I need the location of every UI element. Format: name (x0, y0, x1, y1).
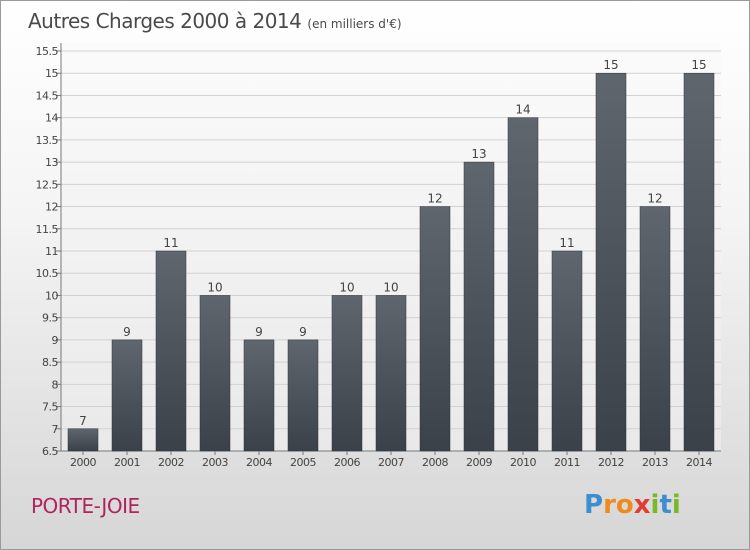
bar-value-label: 10 (339, 280, 354, 294)
logo-letter: i (650, 490, 660, 520)
bar (683, 72, 715, 452)
bar-value-label: 7 (79, 414, 87, 428)
chart-title: Autres Charges 2000 à 2014 (en milliers d… (28, 9, 402, 33)
bar-value-label: 12 (427, 192, 442, 206)
bar-value-label: 11 (163, 236, 178, 250)
y-tick-label: 15 (45, 67, 58, 80)
y-tick-label: 8.5 (42, 356, 58, 369)
bar-value-label: 9 (255, 325, 263, 339)
x-tick-label: 2008 (422, 456, 448, 469)
x-tick-label: 2001 (114, 456, 140, 469)
bar-value-label: 15 (603, 58, 618, 72)
bar-value-label: 10 (207, 280, 222, 294)
y-tick-label: 12.5 (36, 178, 59, 191)
y-tick-label: 15.5 (36, 45, 59, 58)
logo-letter: r (603, 490, 616, 520)
bar (419, 206, 451, 452)
y-tick-label: 10.5 (36, 267, 59, 280)
y-tick-label: 12 (45, 201, 58, 214)
x-tick-label: 2014 (686, 456, 712, 469)
commune-name: PORTE-JOIE (31, 494, 140, 518)
bar-value-label: 15 (691, 58, 706, 72)
bar-value-label: 10 (383, 280, 398, 294)
bar (243, 339, 275, 452)
x-tick-label: 2011 (554, 456, 580, 469)
bar-value-label: 13 (471, 147, 486, 161)
y-tick-label: 6.5 (42, 445, 58, 458)
logo-letter: o (615, 490, 634, 520)
proxiti-logo: Proxiti (584, 490, 681, 520)
x-tick-label: 2000 (70, 456, 96, 469)
y-tick-label: 14 (45, 112, 58, 125)
y-tick-label: 13.5 (36, 134, 59, 147)
x-tick-label: 2010 (510, 456, 536, 469)
bar-value-label: 9 (123, 325, 131, 339)
y-tick-label: 14.5 (36, 89, 59, 102)
x-tick-label: 2009 (466, 456, 492, 469)
bar (155, 250, 187, 452)
bar (331, 295, 363, 452)
x-tick-label: 2012 (598, 456, 624, 469)
y-tick-label: 9.5 (42, 312, 58, 325)
bar (595, 72, 627, 452)
bar (287, 339, 319, 452)
y-tick-label: 7 (52, 423, 59, 436)
bar (639, 206, 671, 452)
x-tick-label: 2013 (642, 456, 668, 469)
logo-letter: x (633, 490, 651, 520)
y-tick-label: 8 (52, 378, 59, 391)
y-tick-label: 13 (45, 156, 58, 169)
bar (463, 161, 495, 452)
bar (67, 428, 99, 452)
y-tick-label: 11 (45, 245, 58, 258)
bar-value-label: 14 (515, 103, 530, 117)
x-tick-label: 2003 (202, 456, 228, 469)
x-tick-label: 2005 (290, 456, 316, 469)
bar-value-label: 9 (299, 325, 307, 339)
bar-value-label: 11 (559, 236, 574, 250)
y-tick-label: 11.5 (36, 223, 59, 236)
x-tick-label: 2006 (334, 456, 360, 469)
x-tick-label: 2004 (246, 456, 272, 469)
bar (551, 250, 583, 452)
bar (375, 295, 407, 452)
x-tick-label: 2002 (158, 456, 184, 469)
bar-value-label: 12 (647, 192, 662, 206)
bar (507, 117, 539, 452)
y-tick-label: 9 (52, 334, 59, 347)
x-tick-label: 2007 (378, 456, 404, 469)
logo-letter: t (659, 490, 672, 520)
bar (199, 295, 231, 452)
logo-letter: P (584, 490, 604, 520)
bar (111, 339, 143, 452)
y-tick-label: 7.5 (42, 401, 58, 414)
chart-subtitle: (en milliers d'€) (307, 17, 402, 31)
chart-title-text: Autres Charges 2000 à 2014 (28, 9, 302, 33)
logo-letter: i (671, 490, 681, 520)
y-tick-label: 10 (45, 289, 58, 302)
